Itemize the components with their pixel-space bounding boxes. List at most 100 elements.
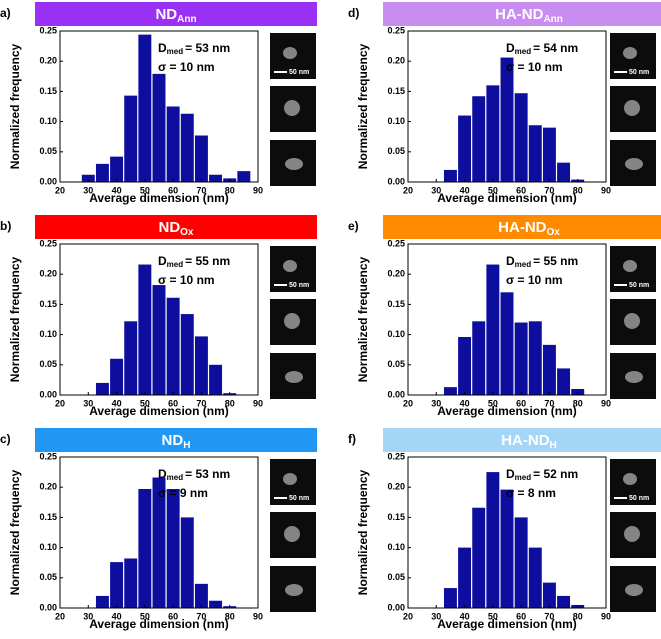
bar <box>486 85 500 182</box>
x-tick-label: 70 <box>544 611 554 621</box>
x-tick-label: 30 <box>83 185 93 195</box>
particle <box>284 526 300 542</box>
y-tick-label: 0.10 <box>387 329 405 339</box>
x-tick-label: 90 <box>601 611 611 621</box>
x-tick-label: 80 <box>225 185 235 195</box>
y-tick-label: 0.10 <box>387 116 405 126</box>
title-main: HA-ND <box>495 6 543 23</box>
x-tick-label: 50 <box>488 398 498 408</box>
header-bar <box>35 215 317 239</box>
bar <box>209 600 223 608</box>
y-tick-label: 0.15 <box>387 299 405 309</box>
y-tick-label: 0.10 <box>387 542 405 552</box>
x-tick-label: 80 <box>225 398 235 408</box>
plot-frame <box>407 243 607 396</box>
y-tick-label: 0.10 <box>39 542 57 552</box>
median-annotation: Dmed = 54 nm <box>506 41 578 56</box>
bar <box>542 127 556 182</box>
x-axis-label: Average dimension (nm) <box>89 617 229 631</box>
median-text: = 55 nm <box>533 254 578 268</box>
bar <box>500 292 514 395</box>
y-tick-label: 0.15 <box>39 86 57 96</box>
y-tick-label: 0.15 <box>387 86 405 96</box>
y-axis-label: Normalized frequency <box>8 469 22 595</box>
bar <box>486 264 500 395</box>
stat-symbol: D <box>506 41 515 55</box>
bar <box>557 368 571 395</box>
median-annotation: Dmed = 55 nm <box>158 254 230 269</box>
particle <box>284 313 300 329</box>
panel: d) HA-NDAnn 20 30 40 50 60 70 80 90 0.00 0.05 0.10 0.… <box>348 2 661 205</box>
y-axis-label: Normalized frequency <box>8 256 22 382</box>
particle <box>624 313 640 329</box>
header-bar <box>35 428 317 452</box>
x-tick-label: 90 <box>601 185 611 195</box>
bar <box>194 583 208 608</box>
bar <box>180 314 194 395</box>
header-bar <box>383 2 661 26</box>
x-tick-label: 20 <box>403 611 413 621</box>
y-tick-label: 0.00 <box>387 602 405 612</box>
bar <box>514 322 528 395</box>
particle <box>623 473 637 485</box>
panel-title: HA-NDH <box>501 432 557 451</box>
bar <box>194 336 208 395</box>
plot-frame <box>59 243 259 396</box>
y-tick-label: 0.15 <box>387 512 405 522</box>
x-tick-label: 30 <box>431 611 441 621</box>
particle <box>285 584 303 596</box>
panel-title: HA-NDAnn <box>495 6 563 25</box>
bar <box>514 93 528 182</box>
bar <box>528 547 542 608</box>
panel: b) NDOx 20 30 40 50 60 70 80 90 0.00 0.05 0.10 0.15 0.… <box>0 215 317 418</box>
x-tick-label: 50 <box>140 611 150 621</box>
stat-symbol: D <box>158 467 167 481</box>
stat-sub: med <box>167 260 184 269</box>
particle <box>625 371 643 383</box>
median-text: = 53 nm <box>185 467 230 481</box>
x-tick-label: 80 <box>225 611 235 621</box>
bar <box>95 382 109 395</box>
scale-bar-label: 50 nm <box>629 282 649 289</box>
title-main: ND <box>155 6 177 23</box>
y-tick-label: 0.00 <box>39 176 57 186</box>
bar <box>458 115 472 182</box>
title-sub: H <box>183 440 190 451</box>
bar <box>152 285 166 395</box>
y-tick-label: 0.00 <box>39 602 57 612</box>
stat-symbol: D <box>506 254 515 268</box>
y-tick-label: 0.20 <box>39 482 57 492</box>
bar <box>81 174 95 182</box>
x-tick-label: 90 <box>253 611 263 621</box>
x-tick-label: 60 <box>516 611 526 621</box>
particle <box>623 260 637 272</box>
y-tick-label: 0.25 <box>39 238 57 248</box>
panel-label: f) <box>348 432 356 446</box>
y-tick-label: 0.05 <box>39 359 57 369</box>
panel: f) HA-NDH 20 30 40 50 60 70 80 90 0.00 0.05 0.10 0.15… <box>348 428 661 631</box>
x-tick-label: 20 <box>403 185 413 195</box>
title-sub: Ann <box>543 14 562 25</box>
plot-frame <box>59 30 259 183</box>
median-text: = 54 nm <box>533 41 578 55</box>
panel: a) NDAnn 20 30 40 50 60 70 80 90 0.00 0.05 0.10 0.15 0… <box>0 2 317 205</box>
stat-sub: med <box>515 47 532 56</box>
bar <box>124 558 138 608</box>
x-tick-label: 40 <box>112 611 122 621</box>
stat-symbol: D <box>158 254 167 268</box>
stat-symbol: D <box>158 41 167 55</box>
x-tick-label: 60 <box>168 185 178 195</box>
x-tick-label: 40 <box>112 398 122 408</box>
bar <box>472 321 486 395</box>
stat-sub: med <box>515 473 532 482</box>
bar <box>95 595 109 608</box>
bar <box>124 95 138 182</box>
bar <box>138 34 152 183</box>
x-axis-label: Average dimension (nm) <box>89 191 229 205</box>
plot-frame <box>407 30 607 183</box>
x-tick-label: 70 <box>196 398 206 408</box>
panel: c) NDH 20 30 40 50 60 70 80 90 0.00 0.05 0.10 0.15 0.2… <box>0 428 317 631</box>
particle <box>624 526 640 542</box>
x-tick-label: 20 <box>55 398 65 408</box>
x-tick-label: 30 <box>83 611 93 621</box>
